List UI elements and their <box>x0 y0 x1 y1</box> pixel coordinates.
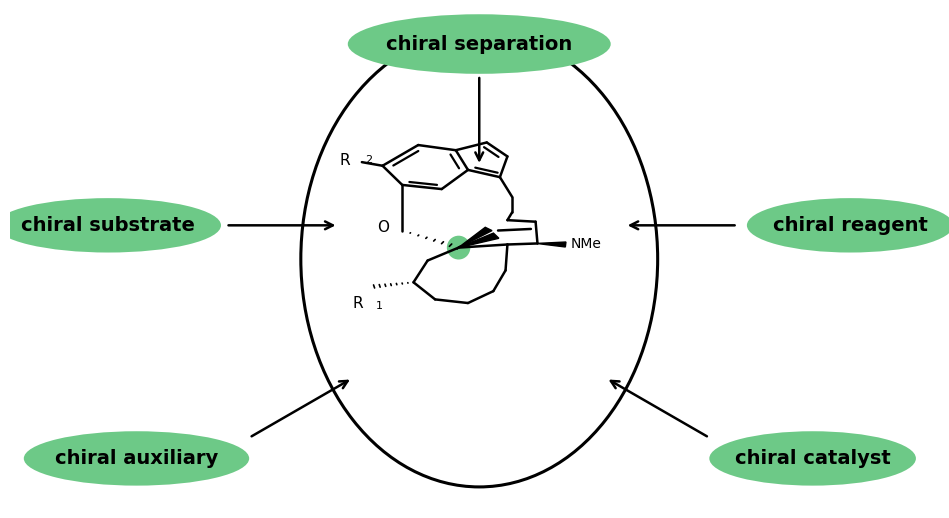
Text: chiral reagent: chiral reagent <box>772 216 927 235</box>
Text: R: R <box>339 153 349 168</box>
Ellipse shape <box>709 431 916 486</box>
Ellipse shape <box>24 431 250 486</box>
Polygon shape <box>537 242 566 247</box>
Polygon shape <box>458 227 492 248</box>
Ellipse shape <box>447 236 471 260</box>
Text: chiral catalyst: chiral catalyst <box>735 449 890 468</box>
Text: 2: 2 <box>365 155 373 165</box>
Ellipse shape <box>0 198 221 253</box>
Text: R: R <box>352 296 363 311</box>
Text: chiral substrate: chiral substrate <box>22 216 195 235</box>
Text: O: O <box>377 221 389 235</box>
Ellipse shape <box>301 31 658 487</box>
Text: 1: 1 <box>376 301 383 311</box>
Polygon shape <box>458 233 499 248</box>
Ellipse shape <box>347 15 611 74</box>
Text: NMe: NMe <box>570 237 602 252</box>
Ellipse shape <box>747 198 949 253</box>
Text: chiral separation: chiral separation <box>386 35 572 53</box>
Text: chiral auxiliary: chiral auxiliary <box>55 449 218 468</box>
